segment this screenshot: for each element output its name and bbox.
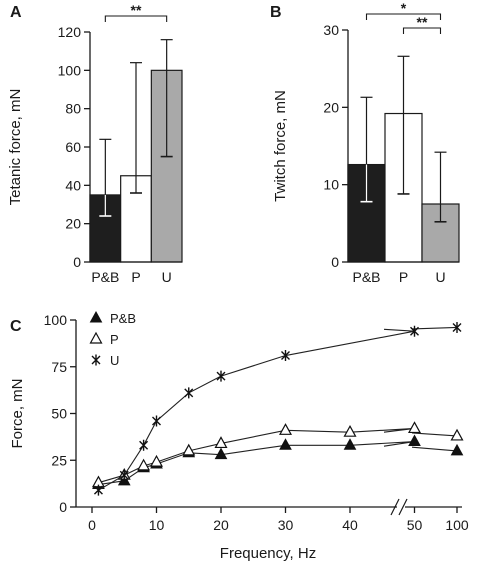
- significance-label-B-0: *: [401, 0, 407, 16]
- y-tick-label-B-1: 10: [323, 177, 339, 193]
- panel-label-C: C: [10, 318, 22, 335]
- point-2-2: [139, 439, 149, 451]
- x-tick-label-C-2: 20: [213, 517, 229, 533]
- significance-bracket-B-0: [365, 13, 442, 20]
- point-2-4: [184, 387, 194, 399]
- point-1-2: [137, 458, 151, 471]
- point-0-8: [408, 434, 421, 447]
- significance-bracket-A-0: [104, 15, 168, 22]
- y-axis-label-C: Force, mN: [9, 378, 26, 448]
- x-tick-label-A-0: P&B: [91, 269, 119, 285]
- y-tick-label-B-0: 0: [331, 254, 339, 270]
- legend-marker-1: [89, 331, 103, 344]
- point-1-5: [214, 436, 228, 449]
- point-0-9: [450, 443, 464, 456]
- y-tick-label-B-2: 20: [323, 99, 339, 115]
- x-tick-label-C-3: 30: [278, 517, 294, 533]
- y-tick-label-A-0: 0: [73, 254, 81, 270]
- panel-label-A: A: [10, 4, 22, 21]
- x-tick-label-C-4: 40: [342, 517, 358, 533]
- point-0-6: [279, 438, 292, 450]
- significance-label-A-0: **: [131, 2, 142, 18]
- series-line-1: [98, 427, 458, 484]
- point-1-6: [278, 423, 293, 435]
- y-tick-label-C-0: 0: [59, 499, 67, 515]
- point-2-5: [216, 370, 226, 382]
- axis-break-mark-1: [390, 498, 400, 516]
- panel-label-B: B: [270, 4, 282, 21]
- series-line-0: [98, 441, 458, 486]
- point-2-0: [93, 484, 103, 496]
- y-tick-label-A-2: 40: [65, 177, 81, 193]
- y-tick-label-A-1: 20: [65, 216, 81, 232]
- point-1-4: [182, 443, 196, 456]
- y-tick-label-C-2: 50: [51, 406, 67, 422]
- legend-marker-0: [89, 310, 103, 323]
- legend-label-1: P: [110, 332, 119, 347]
- y-tick-label-C-1: 25: [51, 452, 67, 468]
- axis-break-mark-2: [398, 498, 408, 516]
- bar-B-2: [421, 203, 460, 263]
- point-2-7: [410, 325, 419, 337]
- x-tick-label-A-1: P: [131, 269, 140, 285]
- significance-bracket-B-1: [402, 27, 442, 34]
- x-tick-label-C-1: 10: [149, 517, 165, 533]
- point-1-9: [450, 428, 464, 441]
- y-tick-label-B-3: 30: [323, 22, 339, 38]
- point-2-3: [152, 415, 161, 427]
- y-tick-label-C-3: 75: [51, 359, 67, 375]
- y-axis-label-B: Twitch force, mN: [272, 90, 289, 202]
- legend-marker-2: [91, 354, 101, 366]
- x-tick-label-C-0: 0: [88, 517, 96, 533]
- point-0-7: [343, 438, 357, 450]
- legend-label-0: P&B: [110, 311, 136, 326]
- x-tick-label-B-0: P&B: [352, 269, 380, 285]
- legend-label-2: U: [110, 353, 119, 368]
- point-1-8: [407, 421, 422, 434]
- point-2-8: [452, 321, 462, 333]
- point-2-6: [281, 350, 290, 362]
- y-axis-label-A: Tetanic force, mN: [7, 89, 24, 206]
- y-tick-label-C-4: 100: [44, 312, 68, 328]
- point-0-5: [214, 447, 228, 460]
- point-1-3: [149, 454, 164, 467]
- significance-label-B-1: **: [417, 14, 428, 30]
- x-axis-label-C: Frequency, Hz: [220, 545, 316, 562]
- y-tick-label-A-4: 80: [65, 101, 81, 117]
- y-tick-label-A-3: 60: [65, 139, 81, 155]
- x-tick-label-C-5: 50: [407, 517, 423, 533]
- x-tick-label-B-1: P: [399, 269, 408, 285]
- x-tick-label-C-6: 100: [445, 517, 469, 533]
- y-tick-label-A-5: 100: [58, 62, 82, 78]
- point-1-7: [343, 424, 357, 437]
- x-tick-label-A-2: U: [162, 269, 172, 285]
- point-2-1: [119, 469, 129, 481]
- y-tick-label-A-6: 120: [58, 24, 82, 40]
- x-tick-label-B-2: U: [435, 269, 445, 285]
